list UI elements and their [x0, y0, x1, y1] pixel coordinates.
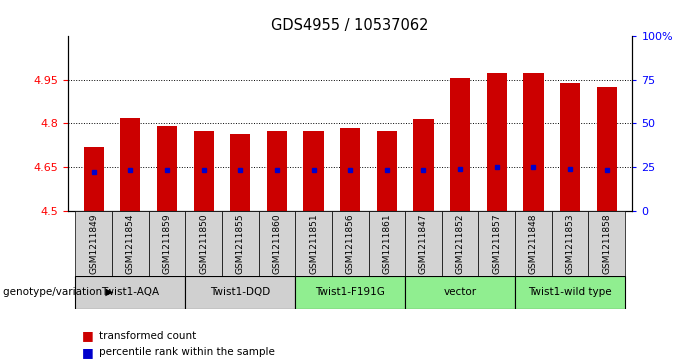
Text: GSM1211847: GSM1211847: [419, 214, 428, 274]
Text: genotype/variation ▶: genotype/variation ▶: [3, 287, 114, 297]
Bar: [75, 211, 112, 276]
Bar: [551, 211, 588, 276]
Bar: [112, 211, 149, 276]
Bar: [588, 211, 625, 276]
Text: Twist1-F191G: Twist1-F191G: [316, 287, 385, 297]
Text: Twist1-AQA: Twist1-AQA: [101, 287, 159, 297]
Text: vector: vector: [443, 287, 477, 297]
Text: GSM1211858: GSM1211858: [602, 214, 611, 274]
Bar: [405, 276, 515, 309]
Text: ■: ■: [82, 329, 93, 342]
Bar: [377, 131, 397, 211]
Text: GSM1211849: GSM1211849: [89, 214, 98, 274]
Text: GSM1211855: GSM1211855: [236, 214, 245, 274]
Text: GSM1211852: GSM1211852: [456, 214, 464, 274]
Text: GSM1211859: GSM1211859: [163, 214, 171, 274]
Bar: [120, 118, 140, 211]
Bar: [515, 276, 625, 309]
Bar: [560, 83, 580, 211]
Bar: [295, 211, 332, 276]
Bar: [369, 211, 405, 276]
Bar: [479, 211, 515, 276]
Text: ■: ■: [82, 346, 93, 359]
Bar: [157, 126, 177, 211]
Bar: [405, 211, 442, 276]
Bar: [185, 276, 295, 309]
Bar: [75, 276, 185, 309]
Bar: [515, 211, 551, 276]
Bar: [84, 147, 104, 211]
Text: GSM1211857: GSM1211857: [492, 214, 501, 274]
Text: GSM1211861: GSM1211861: [382, 214, 392, 274]
Text: GSM1211856: GSM1211856: [345, 214, 355, 274]
Bar: [487, 73, 507, 211]
Bar: [332, 211, 369, 276]
Text: GSM1211854: GSM1211854: [126, 214, 135, 274]
Text: transformed count: transformed count: [99, 331, 196, 341]
Bar: [185, 211, 222, 276]
Text: GSM1211860: GSM1211860: [273, 214, 282, 274]
Bar: [149, 211, 185, 276]
Text: GDS4955 / 10537062: GDS4955 / 10537062: [271, 18, 429, 33]
Text: GSM1211851: GSM1211851: [309, 214, 318, 274]
Bar: [596, 87, 617, 211]
Bar: [442, 211, 479, 276]
Bar: [303, 131, 324, 211]
Bar: [222, 211, 258, 276]
Bar: [194, 131, 214, 211]
Bar: [295, 276, 405, 309]
Bar: [413, 119, 434, 211]
Bar: [340, 128, 360, 211]
Bar: [524, 73, 543, 211]
Text: GSM1211850: GSM1211850: [199, 214, 208, 274]
Bar: [450, 78, 471, 211]
Text: GSM1211848: GSM1211848: [529, 214, 538, 274]
Bar: [258, 211, 295, 276]
Text: Twist1-DQD: Twist1-DQD: [210, 287, 271, 297]
Text: GSM1211853: GSM1211853: [566, 214, 575, 274]
Text: percentile rank within the sample: percentile rank within the sample: [99, 347, 275, 357]
Bar: [267, 131, 287, 211]
Text: Twist1-wild type: Twist1-wild type: [528, 287, 612, 297]
Bar: [230, 134, 250, 211]
